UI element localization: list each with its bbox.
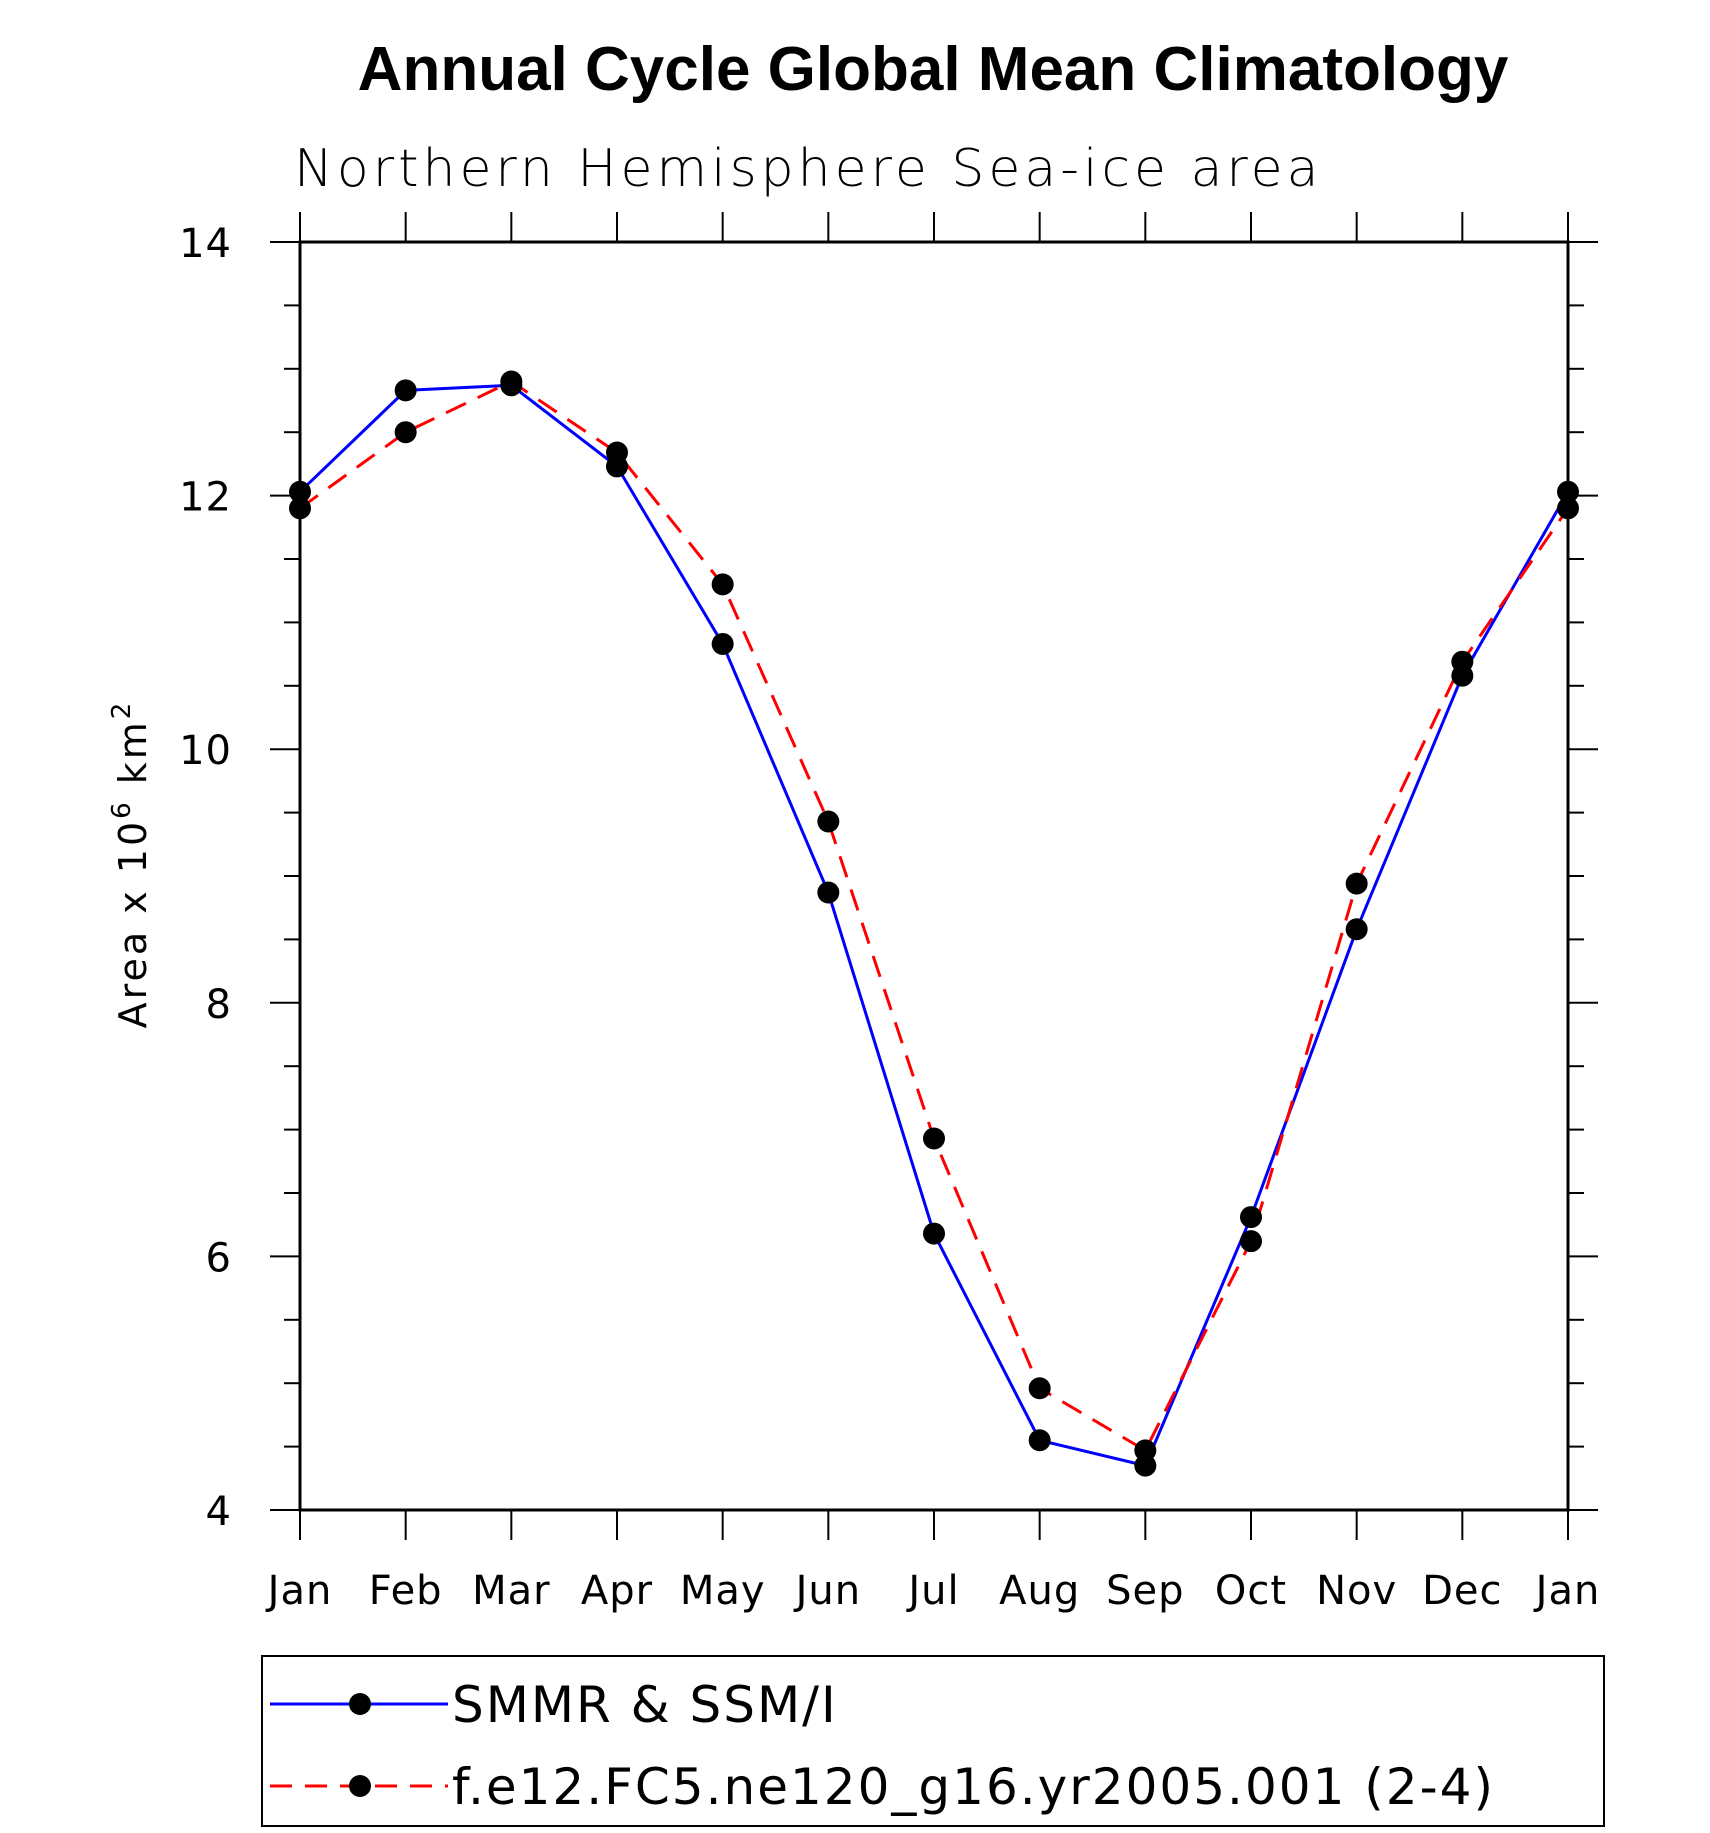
x-tick-label: Jul bbox=[905, 1568, 959, 1614]
data-point-series-2 bbox=[1451, 650, 1474, 673]
axis-ticks bbox=[270, 212, 1598, 1540]
x-tick-label: Nov bbox=[1316, 1568, 1397, 1614]
y-tick-label: 12 bbox=[179, 475, 232, 521]
series-line-1 bbox=[298, 383, 1570, 1468]
data-point-series-2 bbox=[1028, 1377, 1051, 1400]
data-point-series-1 bbox=[1134, 1454, 1157, 1477]
data-point-series-2 bbox=[1134, 1439, 1157, 1462]
data-point-series-2 bbox=[500, 370, 523, 393]
x-tick-labels: Jan Feb Mar Apr May Jun Jul Aug Sep Oct Nov Dec Jan bbox=[265, 1568, 1601, 1614]
x-tick-label: Jan bbox=[265, 1568, 333, 1614]
chart-subtitle: Northern Hemisphere Sea-ice area bbox=[294, 139, 1323, 199]
x-tick-label: Mar bbox=[472, 1568, 550, 1614]
x-tick-label: Oct bbox=[1215, 1568, 1287, 1614]
data-point-series-2 bbox=[394, 421, 417, 444]
data-point-series-2 bbox=[1240, 1230, 1262, 1253]
x-tick-label: Dec bbox=[1422, 1568, 1502, 1614]
legend-box bbox=[261, 1655, 1605, 1827]
y-tick-label: 10 bbox=[179, 728, 232, 774]
data-point-series-1 bbox=[923, 1222, 945, 1245]
x-tick-label: Jun bbox=[793, 1568, 862, 1614]
y-tick-labels: 4 6 8 10 12 14 bbox=[179, 221, 232, 1535]
x-tick-label: Apr bbox=[581, 1568, 653, 1614]
data-point-series-1 bbox=[817, 881, 840, 904]
plot-frame bbox=[298, 240, 1570, 1512]
data-point-series-2 bbox=[817, 810, 840, 833]
legend-label-series-1: SMMR & SSM/I bbox=[452, 1676, 838, 1734]
data-point-series-2 bbox=[711, 573, 734, 596]
legend-marker-series-2 bbox=[349, 1775, 371, 1797]
legend-label-series-2: f.e12.FC5.ne120_g16.yr2005.001 (2-4) bbox=[452, 1758, 1495, 1816]
data-point-series-1 bbox=[394, 379, 417, 402]
data-point-series-2 bbox=[1345, 872, 1368, 895]
y-tick-label: 4 bbox=[206, 1489, 232, 1535]
legend: SMMR & SSM/I f.e12.FC5.ne120_g16.yr2005.… bbox=[261, 1655, 1605, 1827]
x-tick-label: Aug bbox=[999, 1568, 1080, 1614]
data-point-series-1 bbox=[711, 632, 734, 655]
data-point-series-1 bbox=[1240, 1206, 1262, 1229]
series-layer bbox=[289, 370, 1579, 1477]
data-point-series-2 bbox=[923, 1127, 945, 1150]
y-tick-label: 6 bbox=[206, 1235, 232, 1281]
x-tick-label: May bbox=[680, 1568, 766, 1614]
data-point-series-1 bbox=[1345, 918, 1368, 941]
chart-title: Annual Cycle Global Mean Climatology bbox=[358, 35, 1509, 104]
series-line-2 bbox=[299, 379, 1570, 1453]
y-tick-label: 8 bbox=[206, 982, 232, 1028]
x-tick-label: Feb bbox=[369, 1568, 443, 1614]
data-point-series-2 bbox=[606, 441, 628, 464]
y-axis-label: Area x 106 km2 bbox=[107, 700, 155, 1029]
data-point-series-1 bbox=[1028, 1429, 1051, 1452]
x-tick-label: Jan bbox=[1533, 1568, 1601, 1614]
y-tick-label: 14 bbox=[179, 221, 232, 267]
legend-marker-series-1 bbox=[349, 1693, 371, 1715]
x-tick-label: Sep bbox=[1106, 1568, 1184, 1614]
